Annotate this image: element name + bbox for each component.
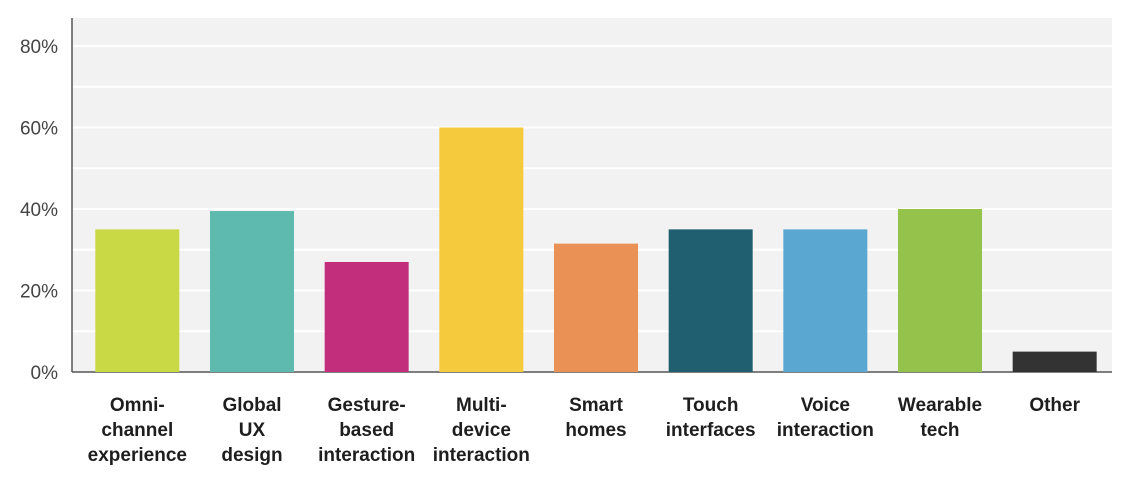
x-category-label: interaction xyxy=(777,420,874,441)
y-tick-label: 20% xyxy=(20,282,58,303)
x-category-label: Gesture- xyxy=(328,395,406,416)
x-category-label: interfaces xyxy=(666,420,756,441)
y-tick-label: 40% xyxy=(20,200,58,221)
x-category-label: Global xyxy=(222,395,281,416)
x-category-label: Wearable xyxy=(898,395,982,416)
bar xyxy=(668,229,753,372)
bar xyxy=(898,209,982,372)
bar xyxy=(324,261,409,372)
x-category-label: Voice xyxy=(801,395,850,416)
x-category-label: Other xyxy=(1029,395,1080,416)
x-category-label: Omni- xyxy=(110,395,165,416)
x-category-label: interaction xyxy=(433,445,530,466)
x-category-label: interaction xyxy=(318,445,415,466)
y-tick-label: 0% xyxy=(31,363,59,384)
bar xyxy=(554,243,638,372)
x-category-label: design xyxy=(221,445,282,466)
y-tick-label: 80% xyxy=(20,37,58,58)
bar xyxy=(439,127,524,372)
x-category-label: UX xyxy=(239,420,266,441)
y-tick-label: 60% xyxy=(20,119,58,140)
x-category-label: device xyxy=(452,420,511,441)
bar xyxy=(95,229,180,372)
x-category-label: based xyxy=(339,420,394,441)
bar xyxy=(210,211,294,372)
x-category-label: channel xyxy=(101,420,173,441)
x-category-label: Multi- xyxy=(456,395,507,416)
x-category-label: Smart xyxy=(569,395,624,416)
x-category-label: homes xyxy=(565,420,626,441)
x-category-label: experience xyxy=(88,445,187,466)
bar xyxy=(783,229,868,372)
bar xyxy=(1012,351,1097,372)
x-category-label: tech xyxy=(920,420,959,441)
x-category-label: Touch xyxy=(683,395,739,416)
